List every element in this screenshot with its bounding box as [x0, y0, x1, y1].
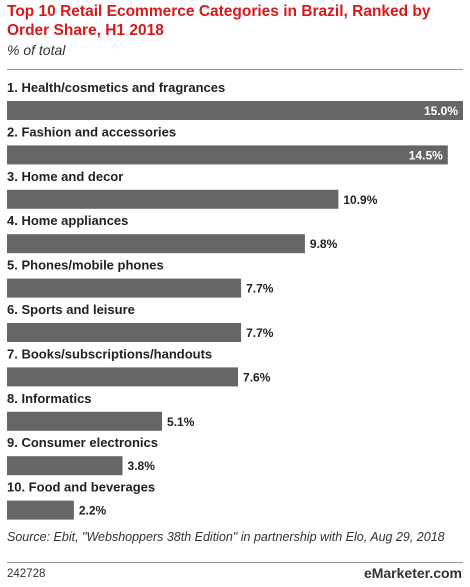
chart-id: 242728	[7, 568, 46, 580]
category-label: 7. Books/subscriptions/handouts	[7, 346, 212, 361]
category-label: 9. Consumer electronics	[7, 435, 158, 450]
category-label: 4. Home appliances	[7, 213, 128, 228]
chart-subtitle: % of total	[7, 42, 66, 58]
bar	[7, 411, 163, 431]
brand-text: eMarketer.com	[363, 565, 462, 581]
value-label: 9.8%	[310, 237, 338, 251]
category-label: 6. Sports and leisure	[7, 302, 135, 317]
value-label: 3.8%	[128, 459, 156, 473]
value-label: 10.9%	[343, 193, 377, 207]
bar	[7, 189, 339, 209]
value-label: 5.1%	[167, 415, 195, 429]
bar	[7, 278, 242, 298]
value-label: 7.7%	[246, 326, 274, 340]
value-label: 7.6%	[243, 370, 271, 384]
bar	[7, 500, 74, 520]
chart-title: Top 10 Retail Ecommerce Categories in Br…	[7, 3, 431, 39]
category-label: 2. Fashion and accessories	[7, 124, 176, 139]
bar	[7, 101, 463, 120]
bar	[7, 145, 448, 165]
value-label: 2.2%	[79, 504, 107, 518]
bar	[7, 323, 242, 342]
value-label: 7.7%	[246, 282, 274, 296]
category-label: 10. Food and beverages	[7, 480, 155, 495]
value-label: 15.0%	[424, 104, 458, 118]
bottom-divider	[7, 562, 463, 563]
category-label: 3. Home and decor	[7, 169, 123, 184]
category-label: 8. Informatics	[7, 391, 92, 406]
value-label: 14.5%	[409, 148, 443, 162]
top-divider	[7, 69, 463, 70]
category-label: 5. Phones/mobile phones	[7, 258, 164, 273]
source-note: Source: Ebit, "Webshoppers 38th Edition"…	[7, 530, 445, 544]
brand-logo: eMarketer.com	[364, 565, 462, 581]
bar	[7, 234, 305, 254]
bar	[7, 367, 239, 387]
category-label: 1. Health/cosmetics and fragrances	[7, 80, 225, 95]
bar	[7, 456, 123, 476]
